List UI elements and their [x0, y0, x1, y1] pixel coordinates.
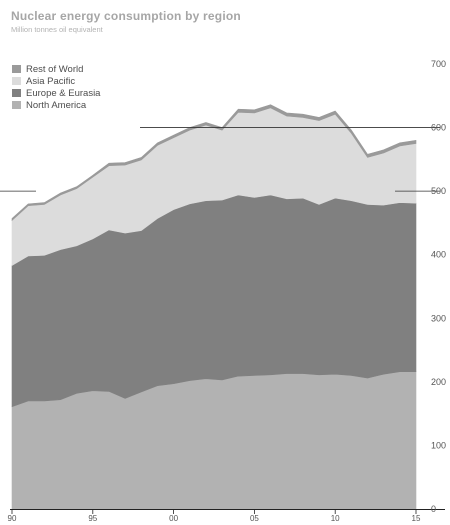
chart-title: Nuclear energy consumption by region — [11, 9, 241, 23]
legend-label: Asia Pacific — [26, 75, 76, 87]
y-tick-label: 300 — [431, 313, 446, 323]
y-tick-label: 500 — [431, 186, 446, 196]
x-tick-label: 05 — [250, 514, 259, 523]
y-tick-label: 200 — [431, 377, 446, 387]
y-tick-label: 0 — [431, 504, 436, 514]
x-tick-label: 00 — [169, 514, 178, 523]
area-rest-of-world — [11, 104, 417, 222]
legend-label: Europe & Eurasia — [26, 87, 101, 99]
legend-label: North America — [26, 99, 87, 111]
y-tick-label: 700 — [431, 59, 446, 69]
x-tick-label: 10 — [331, 514, 340, 523]
legend-item-north-america: North America — [12, 99, 100, 111]
chart-legend: Rest of World Asia Pacific Europe & Eurasi… — [12, 63, 100, 111]
x-tick-label: 90 — [8, 514, 17, 523]
y-tick-label: 400 — [431, 250, 446, 260]
legend-swatch — [12, 77, 21, 85]
x-tick-label: 15 — [412, 514, 421, 523]
legend-item-europe-eurasia: Europe & Eurasia — [12, 87, 100, 99]
chart-subtitle: Million tonnes oil equivalent — [11, 25, 103, 34]
y-tick-label: 600 — [431, 123, 446, 133]
legend-swatch — [12, 89, 21, 97]
legend-item-rest-of-world: Rest of World — [12, 63, 100, 75]
legend-label: Rest of World — [26, 63, 84, 75]
legend-swatch — [12, 101, 21, 109]
legend-swatch — [12, 65, 21, 73]
x-tick-label: 95 — [88, 514, 97, 523]
legend-item-asia-pacific: Asia Pacific — [12, 75, 100, 87]
y-tick-label: 100 — [431, 440, 446, 450]
